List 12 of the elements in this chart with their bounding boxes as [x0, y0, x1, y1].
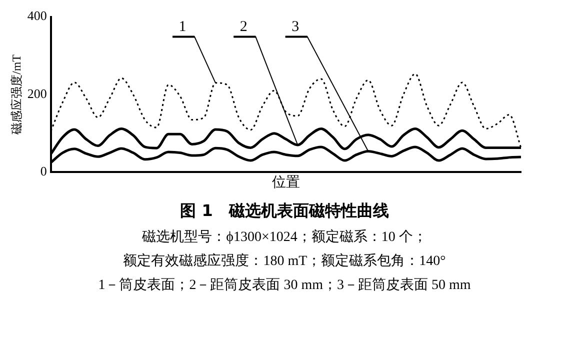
y-tick-label: 200	[27, 86, 47, 101]
y-tick-label: 0	[40, 164, 47, 179]
y-tick-label: 400	[27, 8, 47, 24]
text: 1－筒皮表面；2－距筒皮表面 30 mm；3－距筒皮表面 50 mm	[97, 276, 472, 295]
text: 磁选机型号：ϕ1300×1024；额定磁系：10 个；	[141, 228, 428, 247]
text: 图 1 磁选机表面磁特性曲线	[179, 201, 390, 222]
legend-label: 3	[292, 19, 300, 36]
y-axis-title: 磁感应强度/mT	[9, 54, 24, 136]
text: 2	[240, 19, 248, 36]
x-axis-title: 位置	[272, 174, 300, 190]
text: 1	[178, 19, 186, 36]
text: 额定有效磁感应强度：180 mT；额定磁系包角：140°	[122, 252, 447, 271]
